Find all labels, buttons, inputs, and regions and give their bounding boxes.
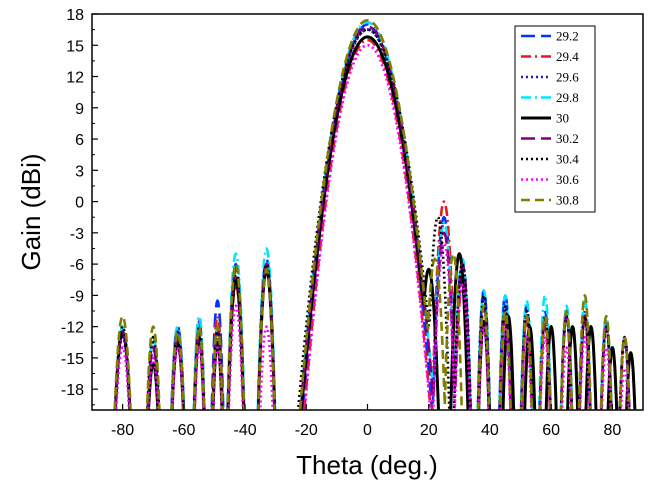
legend-label: 30.6 [556, 172, 579, 187]
legend-label: 30.8 [556, 193, 579, 208]
y-tick-label: -15 [61, 351, 84, 368]
y-tick-label: -18 [61, 382, 84, 399]
y-tick-label: 6 [75, 132, 84, 149]
legend-label: 30.4 [556, 152, 579, 167]
x-tick-label: 20 [420, 422, 438, 439]
x-axis-title: Theta (deg.) [296, 450, 438, 480]
x-tick-label: 0 [363, 422, 372, 439]
x-tick-label: -60 [172, 422, 195, 439]
legend-label: 30.2 [556, 131, 579, 146]
axis-ticks [92, 13, 613, 410]
series-line-29.8 [113, 21, 631, 410]
y-tick-label: -6 [70, 257, 84, 274]
tick-labels: -80 -60 -40 -20 0 20 40 60 801815129630-3-6-9-12… [61, 7, 622, 439]
y-tick-label: -12 [61, 320, 84, 337]
y-tick-label: 12 [66, 70, 84, 87]
y-tick-label: 18 [66, 7, 84, 24]
x-tick-label: 40 [481, 422, 499, 439]
legend-label: 30 [556, 111, 569, 126]
series-line-29.6 [114, 28, 631, 410]
y-tick-label: 15 [66, 38, 84, 55]
legend-label: 29.6 [556, 70, 579, 85]
series-line-30.8 [113, 19, 631, 410]
y-tick-label: 3 [75, 163, 84, 180]
y-tick-label: -9 [70, 288, 84, 305]
x-tick-label: -20 [295, 422, 318, 439]
legend-label: 29.4 [556, 49, 579, 64]
series-line-30.6 [114, 44, 630, 410]
series-line-29.4 [113, 38, 631, 410]
legend-label: 29.2 [556, 29, 579, 44]
y-tick-label: 0 [75, 195, 84, 212]
x-tick-label: -80 [111, 422, 134, 439]
series-curves [113, 19, 637, 410]
series-line-29.2 [114, 23, 631, 410]
x-tick-label: 60 [542, 422, 560, 439]
x-tick-label: -40 [233, 422, 256, 439]
y-axis-title: Gain (dBi) [16, 153, 46, 270]
legend-label: 29.8 [556, 90, 579, 105]
y-tick-label: 9 [75, 101, 84, 118]
legend: 29.2 29.4 29.6 29.8 30 30.2 30.4 30.6 30.8 [514, 25, 596, 213]
x-tick-label: 80 [603, 422, 621, 439]
series-line-30 [113, 35, 637, 410]
y-tick-label: -3 [70, 226, 84, 243]
